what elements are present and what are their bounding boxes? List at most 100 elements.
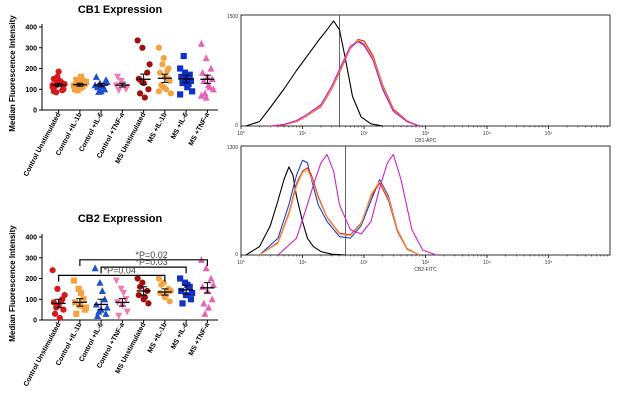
y-tick-label: 100 — [25, 87, 37, 94]
data-point — [144, 69, 151, 76]
data-point — [189, 88, 196, 95]
significance-bracket — [79, 259, 208, 267]
data-point — [145, 86, 152, 93]
y-axis-label: Median Fluorescence Intensity — [8, 15, 17, 132]
histogram-series-line — [270, 41, 420, 127]
data-point — [115, 87, 123, 94]
data-point — [75, 285, 82, 292]
data-point — [187, 296, 195, 303]
data-point — [56, 314, 63, 322]
data-point — [98, 82, 106, 90]
data-point — [202, 93, 210, 101]
y-tick-label: 300 — [25, 255, 37, 262]
data-point — [200, 299, 208, 307]
data-point — [103, 303, 111, 311]
category-label: MS +IL-1b — [147, 322, 169, 355]
data-point — [177, 91, 184, 98]
data-point — [209, 281, 217, 288]
x-axis-label: CB2-FITC — [414, 267, 437, 273]
y-max-label: 1500 — [227, 14, 238, 20]
data-point — [177, 65, 184, 72]
data-point — [91, 264, 99, 272]
data-point — [49, 267, 56, 274]
data-point — [197, 91, 205, 99]
data-point — [134, 275, 141, 282]
data-point — [98, 287, 106, 295]
data-point — [122, 296, 130, 303]
data-point — [209, 85, 217, 93]
data-point — [80, 296, 87, 303]
cb1-expression-dot-plot: CB1 Expression Median Fluorescence Intens… — [8, 4, 218, 178]
data-point — [51, 310, 59, 317]
data-point — [70, 82, 77, 89]
x-tick-label: 10¹ — [299, 260, 307, 266]
data-point — [82, 78, 89, 86]
significance-bracket — [100, 266, 187, 274]
data-point — [54, 285, 61, 292]
data-point — [201, 89, 209, 97]
histogram-frame — [240, 145, 611, 256]
data-point — [50, 88, 57, 95]
data-point — [187, 77, 195, 85]
y-zero-label: 0 — [235, 252, 238, 258]
data-point — [95, 88, 103, 95]
data-point — [160, 84, 167, 91]
category-label: Control Unstimulated — [23, 322, 63, 388]
data-point — [73, 310, 80, 317]
data-point — [54, 73, 61, 80]
y-tick-label: 0 — [33, 318, 37, 325]
x-tick-label: 10² — [360, 131, 368, 137]
data-point — [202, 264, 210, 272]
data-point — [55, 68, 62, 75]
data-point — [202, 54, 210, 62]
x-tick-label: 10² — [360, 260, 368, 266]
x-tick-label: 10⁴ — [483, 131, 491, 137]
data-point — [155, 88, 162, 95]
data-point — [123, 84, 131, 91]
y-tick-label: 400 — [25, 235, 37, 242]
data-point — [74, 87, 81, 94]
data-point — [95, 308, 103, 315]
data-point — [145, 300, 152, 307]
data-point — [96, 278, 104, 286]
data-point — [184, 281, 191, 288]
data-point — [136, 90, 144, 97]
histogram-series-line — [245, 166, 346, 256]
data-point — [199, 283, 207, 290]
y-zero-label: 0 — [235, 123, 238, 129]
data-point — [181, 69, 189, 76]
data-point — [159, 61, 166, 68]
cb2-fitc-histogram: 10° 10¹ 10² 10³ 10⁴ 10⁵ 1300 0 CB2-FITC — [227, 145, 611, 273]
data-point — [155, 275, 162, 282]
data-point — [112, 277, 120, 285]
data-point — [61, 292, 68, 299]
data-point — [160, 55, 167, 62]
data-point — [135, 292, 142, 299]
histogram-frame — [240, 14, 611, 127]
data-point — [115, 312, 123, 320]
data-point — [158, 281, 165, 288]
cb2-expression-dot-plot: CB2 Expression Median Fluorescence Intens… — [8, 213, 218, 388]
chart-title: CB1 Expression — [78, 4, 163, 16]
significance-label: *P=0.03 — [135, 257, 167, 267]
data-point — [112, 82, 120, 90]
data-point — [184, 84, 191, 91]
data-point — [200, 77, 208, 85]
x-tick-label: 10° — [237, 131, 245, 137]
data-point — [205, 303, 213, 311]
data-point — [208, 295, 216, 303]
data-point — [164, 67, 171, 74]
y-tick-label: 0 — [33, 108, 37, 115]
x-tick-label: 10⁵ — [545, 131, 553, 137]
cb1-apc-histogram: 10° 10¹ 10² 10³ 10⁴ 10⁵ 1500 0 CB1-APC — [227, 14, 611, 144]
data-point — [179, 79, 186, 87]
data-point — [167, 90, 174, 97]
x-tick-label: 10⁴ — [483, 260, 491, 266]
histogram-series-line — [277, 153, 437, 256]
histogram-series-line — [259, 169, 420, 256]
category-label: MS +TNF-a — [188, 112, 211, 147]
x-tick-label: 10⁵ — [545, 260, 553, 266]
data-point — [134, 37, 141, 44]
histogram-series-line — [245, 20, 383, 127]
